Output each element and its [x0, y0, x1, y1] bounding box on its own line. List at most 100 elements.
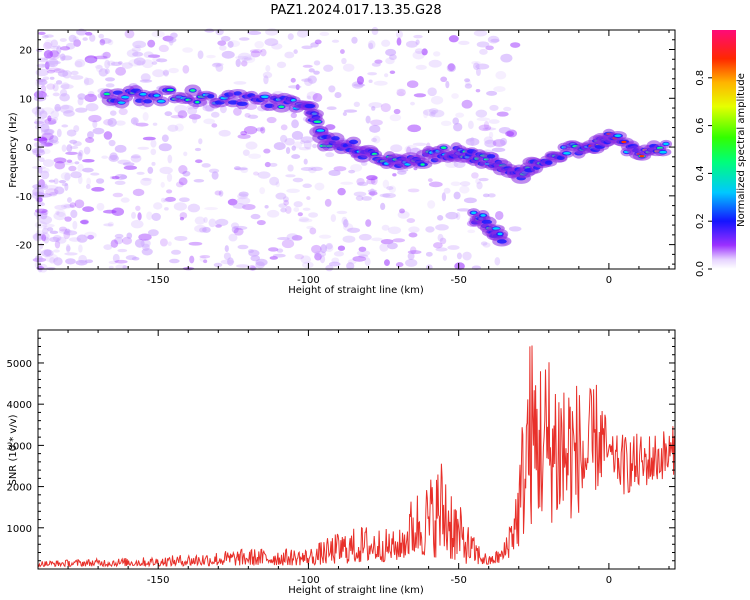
- spectrogram-speckle: [41, 234, 47, 242]
- spectrogram-speckle: [54, 186, 65, 195]
- spectrogram-speckle: [340, 181, 354, 185]
- spectrogram-speckle: [341, 57, 347, 65]
- spectrogram-speckle: [60, 203, 72, 210]
- spectrogram-speckle: [96, 202, 105, 211]
- spectrogram-speckle: [475, 109, 488, 118]
- y-tick-label: 5000: [7, 359, 32, 370]
- spectrogram-speckle: [312, 143, 318, 149]
- spectrogram-speckle: [281, 239, 295, 249]
- spectrogram-speckle: [227, 40, 234, 48]
- spectrogram-speckle: [74, 59, 86, 68]
- spectrogram-speckle: [136, 60, 145, 66]
- spectrogram-speckle: [108, 154, 119, 162]
- spectrogram-speckle: [450, 181, 461, 187]
- spectrogram-speckle: [78, 244, 83, 253]
- spectrogram-speckle: [347, 227, 361, 233]
- spectrogram-speckle: [237, 52, 252, 62]
- spectrogram-speckle: [32, 183, 46, 190]
- spectrogram-speckle: [409, 246, 417, 254]
- spectrogram-speckle: [368, 102, 383, 109]
- spectrogram-speckle: [505, 131, 515, 137]
- spectrogram-speckle: [352, 255, 367, 262]
- snr-background: [38, 330, 675, 569]
- spectrogram-speckle: [276, 61, 287, 69]
- spectrogram-speckle: [247, 114, 259, 119]
- spectrogram-speckle: [475, 178, 481, 185]
- spectrogram-speckle: [482, 127, 497, 131]
- spectrogram-speckle: [142, 112, 149, 121]
- spectrogram-speckle: [284, 137, 295, 146]
- spectrogram-speckle: [134, 44, 142, 48]
- ridge-peak: [563, 151, 571, 155]
- spectrogram-speckle: [69, 139, 78, 144]
- spectrogram-speckle: [135, 205, 141, 211]
- spectrogram-speckle: [447, 245, 460, 250]
- spectrogram-speckle: [137, 146, 150, 150]
- spectrogram-speckle: [152, 122, 158, 126]
- colorbar-tick-label: 0.8: [695, 70, 706, 86]
- spectrogram-speckle: [167, 241, 172, 246]
- spectrogram-speckle: [331, 39, 340, 43]
- spectrogram-speckle: [38, 157, 45, 163]
- spectrogram-speckle: [235, 58, 241, 68]
- ridge-peak: [278, 105, 285, 109]
- spectrogram-speckle: [475, 88, 481, 93]
- spectrogram-speckle: [41, 167, 50, 174]
- spectrogram-speckle: [440, 76, 448, 83]
- spectrogram-speckle: [367, 72, 378, 76]
- spectrogram-speckle: [300, 255, 311, 264]
- spectrogram-speckle: [182, 47, 193, 53]
- spectrogram-speckle: [63, 204, 75, 208]
- ridge-peak-hot: [621, 140, 627, 144]
- spectrogram-speckle: [314, 252, 322, 261]
- spectrogram-speckle: [107, 117, 117, 127]
- ridge-peak: [614, 134, 622, 138]
- spectrogram-speckle: [170, 115, 184, 119]
- spectrogram-speckle: [50, 110, 60, 119]
- spectrogram-speckle: [40, 123, 50, 133]
- spectrogram-speckle: [293, 201, 303, 208]
- spectrogram-speckle: [49, 191, 58, 197]
- spectrogram-speckle: [65, 42, 76, 50]
- spectrogram-speckle: [219, 45, 227, 51]
- spectrogram-speckle: [407, 124, 422, 133]
- y-tick-label: 0: [26, 143, 32, 154]
- spectrogram-speckle: [271, 43, 283, 50]
- spectrogram-speckle: [488, 131, 494, 139]
- spectrogram-speckle: [211, 171, 219, 180]
- spectrogram-speckle: [56, 236, 67, 244]
- spectrogram-speckle: [215, 63, 224, 72]
- spectrogram-speckle: [285, 205, 292, 214]
- spectrogram-speckle: [152, 69, 165, 78]
- spectrogram-speckle: [353, 101, 360, 108]
- spectrogram-speckle: [204, 206, 218, 211]
- spectrogram-speckle: [324, 244, 334, 253]
- spectrogram-speckle: [104, 59, 111, 69]
- y-tick-label: 1000: [7, 524, 32, 535]
- spectrogram-speckle: [221, 50, 235, 59]
- spectrogram-speckle: [371, 237, 383, 242]
- spectrogram-speckle: [259, 187, 266, 195]
- spectrogram-speckle: [39, 210, 48, 220]
- spectrogram-speckle: [508, 226, 522, 232]
- spectrogram-speckle: [178, 165, 188, 175]
- spectrogram-speckle: [314, 39, 322, 45]
- spectrogram-speckle: [255, 127, 264, 132]
- spectrogram-speckle: [286, 233, 299, 241]
- spectrogram-speckle: [337, 187, 346, 196]
- spectrogram-speckle: [326, 106, 337, 111]
- spectrogram-speckle: [297, 212, 303, 217]
- spectrogram-speckle: [43, 142, 54, 147]
- spectrogram-speckle: [130, 219, 144, 229]
- spectrogram-speckle: [101, 155, 109, 159]
- spectrogram-speckle: [122, 162, 135, 166]
- spectrogram-speckle: [45, 253, 59, 263]
- spectrogram-speckle: [405, 40, 418, 48]
- spectrogram-speckle: [215, 218, 229, 227]
- spectrogram-speckle: [484, 139, 497, 148]
- spectrogram-speckle: [114, 180, 126, 186]
- y-tick-label: 4000: [7, 400, 32, 411]
- spectrogram-speckle: [70, 70, 79, 76]
- spectrogram-speckle: [226, 40, 241, 48]
- spectrogram-speckle: [318, 234, 332, 239]
